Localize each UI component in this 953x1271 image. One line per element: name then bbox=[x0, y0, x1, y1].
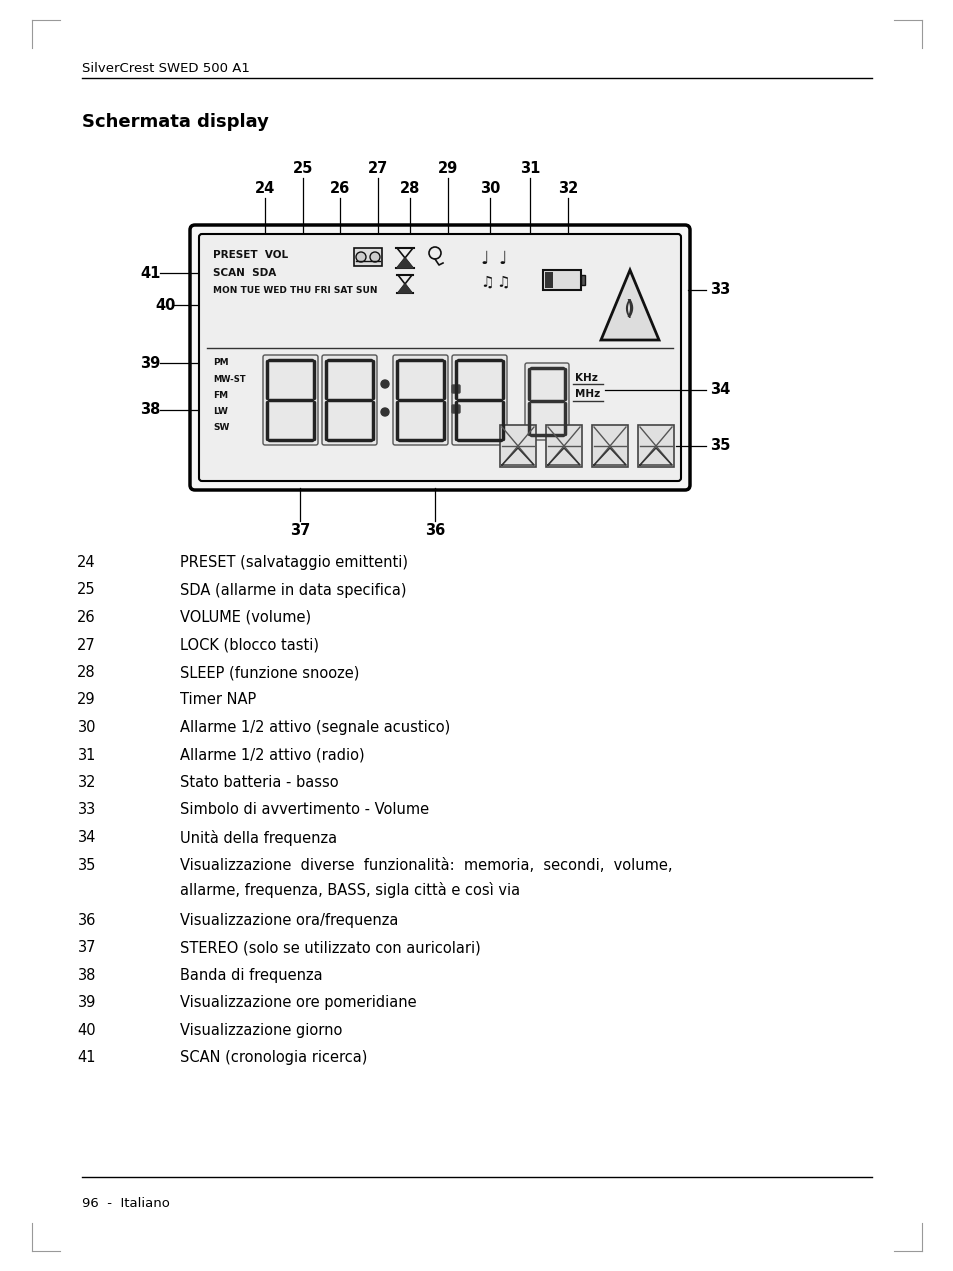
Text: 32: 32 bbox=[558, 180, 578, 196]
Text: Allarme 1/2 attivo (segnale acustico): Allarme 1/2 attivo (segnale acustico) bbox=[180, 719, 450, 735]
Text: 34: 34 bbox=[709, 383, 729, 398]
Text: 33: 33 bbox=[709, 282, 729, 297]
Bar bbox=[545, 425, 581, 466]
Text: (: ( bbox=[622, 299, 631, 319]
Text: allarme, frequenza, BASS, sigla città e così via: allarme, frequenza, BASS, sigla città e … bbox=[180, 882, 519, 899]
Text: SW: SW bbox=[213, 423, 229, 432]
Text: FM: FM bbox=[213, 391, 228, 400]
Bar bbox=[544, 272, 553, 289]
Bar bbox=[542, 269, 580, 290]
Text: Visualizzazione giorno: Visualizzazione giorno bbox=[180, 1023, 342, 1037]
Bar bbox=[499, 425, 536, 466]
Text: Visualizzazione  diverse  funzionalità:  memoria,  secondi,  volume,: Visualizzazione diverse funzionalità: me… bbox=[180, 858, 672, 872]
Bar bbox=[638, 425, 673, 466]
FancyBboxPatch shape bbox=[199, 234, 680, 480]
Text: SCAN (cronologia ricerca): SCAN (cronologia ricerca) bbox=[180, 1050, 367, 1065]
Text: MW-ST: MW-ST bbox=[213, 375, 245, 384]
Text: KHz: KHz bbox=[575, 372, 598, 383]
Circle shape bbox=[370, 252, 379, 262]
FancyBboxPatch shape bbox=[322, 355, 376, 445]
Polygon shape bbox=[600, 269, 659, 341]
FancyBboxPatch shape bbox=[393, 355, 448, 445]
Text: 30: 30 bbox=[479, 180, 499, 196]
Text: MHz: MHz bbox=[575, 389, 599, 399]
Text: 27: 27 bbox=[77, 638, 96, 652]
Text: 40: 40 bbox=[77, 1023, 96, 1037]
Circle shape bbox=[380, 380, 389, 388]
Circle shape bbox=[380, 408, 389, 416]
Text: 36: 36 bbox=[77, 913, 96, 928]
Text: 38: 38 bbox=[140, 403, 160, 417]
FancyBboxPatch shape bbox=[452, 405, 459, 413]
Text: SilverCrest SWED 500 A1: SilverCrest SWED 500 A1 bbox=[82, 62, 250, 75]
Text: Timer NAP: Timer NAP bbox=[180, 693, 256, 708]
Text: Unità della frequenza: Unità della frequenza bbox=[180, 830, 336, 846]
Text: 29: 29 bbox=[437, 161, 457, 175]
Text: LOCK (blocco tasti): LOCK (blocco tasti) bbox=[180, 638, 318, 652]
Text: 28: 28 bbox=[77, 665, 96, 680]
Text: 38: 38 bbox=[77, 967, 96, 982]
Text: 28: 28 bbox=[399, 180, 419, 196]
Circle shape bbox=[355, 252, 366, 262]
Text: SDA (allarme in data specifica): SDA (allarme in data specifica) bbox=[180, 582, 406, 597]
FancyBboxPatch shape bbox=[452, 385, 459, 393]
Text: Banda di frequenza: Banda di frequenza bbox=[180, 967, 322, 982]
Text: SLEEP (funzione snooze): SLEEP (funzione snooze) bbox=[180, 665, 359, 680]
Text: 26: 26 bbox=[330, 180, 350, 196]
Text: 36: 36 bbox=[424, 522, 445, 538]
Text: 31: 31 bbox=[77, 747, 96, 763]
Text: 37: 37 bbox=[77, 941, 96, 956]
Bar bbox=[354, 248, 381, 266]
Text: 41: 41 bbox=[77, 1050, 96, 1065]
Text: Simbolo di avvertimento - Volume: Simbolo di avvertimento - Volume bbox=[180, 802, 429, 817]
Text: 39: 39 bbox=[77, 995, 96, 1010]
Text: Visualizzazione ora/frequenza: Visualizzazione ora/frequenza bbox=[180, 913, 398, 928]
Text: 30: 30 bbox=[77, 719, 96, 735]
Text: 25: 25 bbox=[293, 161, 313, 175]
FancyBboxPatch shape bbox=[452, 355, 506, 445]
Text: ): ) bbox=[625, 299, 634, 318]
Text: PRESET  VOL: PRESET VOL bbox=[213, 250, 288, 261]
Bar bbox=[592, 425, 627, 466]
FancyBboxPatch shape bbox=[524, 364, 568, 440]
Text: 32: 32 bbox=[77, 775, 96, 791]
Text: 41: 41 bbox=[140, 266, 160, 281]
FancyBboxPatch shape bbox=[190, 225, 689, 491]
Text: 35: 35 bbox=[77, 858, 96, 872]
Text: 34: 34 bbox=[77, 830, 96, 845]
Bar bbox=[580, 275, 584, 285]
Text: ♫: ♫ bbox=[479, 275, 493, 290]
Text: PRESET (salvataggio emittenti): PRESET (salvataggio emittenti) bbox=[180, 555, 408, 569]
Text: Schermata display: Schermata display bbox=[82, 113, 269, 131]
FancyBboxPatch shape bbox=[263, 355, 317, 445]
Text: STEREO (solo se utilizzato con auricolari): STEREO (solo se utilizzato con auricolar… bbox=[180, 941, 480, 956]
Polygon shape bbox=[396, 258, 413, 268]
Text: 31: 31 bbox=[519, 161, 539, 175]
Text: 96  -  Italiano: 96 - Italiano bbox=[82, 1197, 170, 1210]
Text: Visualizzazione ore pomeridiane: Visualizzazione ore pomeridiane bbox=[180, 995, 416, 1010]
Text: Stato batteria - basso: Stato batteria - basso bbox=[180, 775, 338, 791]
Text: Allarme 1/2 attivo (radio): Allarme 1/2 attivo (radio) bbox=[180, 747, 364, 763]
Text: ♩: ♩ bbox=[479, 250, 488, 268]
Text: 27: 27 bbox=[368, 161, 388, 175]
Text: ♩: ♩ bbox=[497, 250, 506, 268]
Text: LW: LW bbox=[213, 407, 228, 416]
Polygon shape bbox=[397, 283, 412, 294]
Text: MON TUE WED THU FRI SAT SUN: MON TUE WED THU FRI SAT SUN bbox=[213, 286, 377, 295]
Text: 33: 33 bbox=[77, 802, 96, 817]
Text: 39: 39 bbox=[140, 356, 160, 371]
Text: 26: 26 bbox=[77, 610, 96, 625]
Text: VOLUME (volume): VOLUME (volume) bbox=[180, 610, 311, 625]
Text: 24: 24 bbox=[254, 180, 274, 196]
Text: 37: 37 bbox=[290, 522, 310, 538]
Text: 29: 29 bbox=[77, 693, 96, 708]
Text: 35: 35 bbox=[709, 438, 730, 454]
Text: PM: PM bbox=[213, 358, 229, 367]
Text: 40: 40 bbox=[154, 297, 175, 313]
Text: SCAN  SDA: SCAN SDA bbox=[213, 268, 276, 278]
Text: ♫: ♫ bbox=[496, 275, 509, 290]
Text: 24: 24 bbox=[77, 555, 96, 569]
Text: 25: 25 bbox=[77, 582, 96, 597]
